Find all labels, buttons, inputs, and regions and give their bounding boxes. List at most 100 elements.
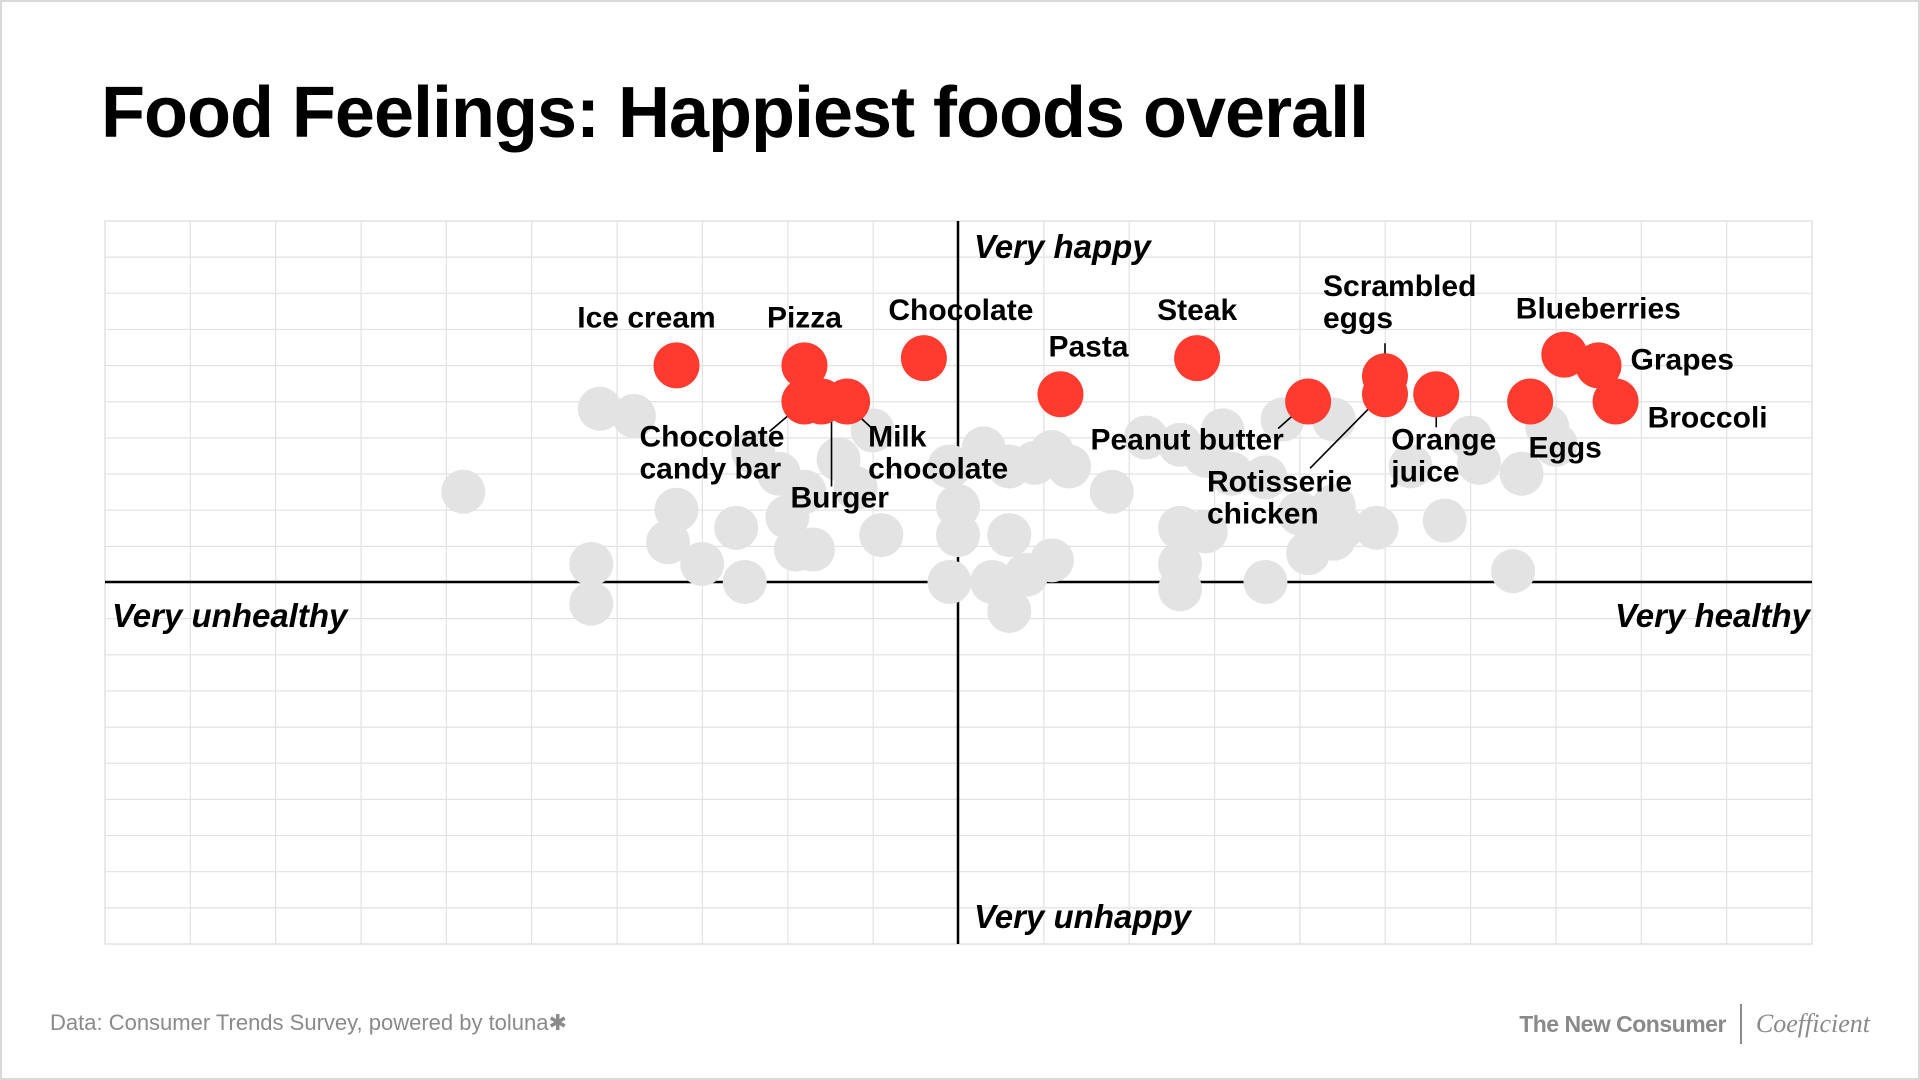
label-steak: Steak	[1157, 294, 1237, 327]
point-rotisserie-chicken	[1362, 371, 1408, 418]
label-broccoli: Broccoli	[1648, 402, 1768, 435]
background-point	[1158, 567, 1203, 612]
background-point	[1354, 505, 1399, 550]
label-scrambled-eggs: Scrambled eggs	[1323, 270, 1476, 335]
background-point	[1422, 498, 1467, 543]
label-line: Ice cream	[577, 301, 715, 334]
y-axis-label-bottom: Very unhappy	[974, 898, 1193, 935]
toluna-mark-icon: ✱	[548, 1010, 567, 1035]
background-point	[1089, 469, 1134, 514]
background-point	[1029, 430, 1074, 475]
background-point	[441, 469, 486, 514]
point-milk-chocolate	[824, 378, 871, 425]
label-line: Scrambled	[1323, 270, 1476, 303]
footer-source: Data: Consumer Trends Survey, powered by…	[50, 1010, 567, 1036]
point-pizza	[781, 342, 828, 389]
background-point	[790, 527, 835, 572]
background-point	[714, 505, 759, 550]
background-point	[1277, 491, 1322, 536]
footer-brands: The New Consumer Coefficient	[1519, 1004, 1870, 1044]
page-title: Food Feelings: Happiest foods overall	[101, 73, 1369, 153]
label-eggs: Eggs	[1529, 432, 1602, 465]
background-point	[1311, 516, 1356, 561]
background-point	[1243, 455, 1288, 500]
label-line: candy bar	[639, 453, 781, 486]
point-peanut-butter	[1285, 378, 1332, 425]
label-line: Orange	[1391, 423, 1496, 456]
label-chocolate-candy-bar: Chocolate candy bar	[639, 421, 784, 486]
point-grapes	[1575, 342, 1622, 389]
point-orange-juice	[1413, 371, 1460, 418]
brand-new-consumer: The New Consumer	[1519, 1010, 1726, 1037]
label-blueberries: Blueberries	[1516, 293, 1681, 326]
background-point	[927, 444, 972, 489]
point-ice-cream	[653, 342, 700, 389]
label-orange-juice: Orange juice	[1390, 423, 1496, 488]
background-point	[1499, 451, 1544, 496]
background-point	[654, 487, 699, 532]
label-line: Peanut butter	[1090, 424, 1284, 457]
point-eggs	[1507, 378, 1554, 425]
label-line: Rotisserie	[1207, 465, 1352, 498]
x-axis-label-left: Very unhealthy	[112, 597, 349, 634]
label-grapes: Grapes	[1631, 343, 1734, 376]
brand-divider	[1739, 1004, 1742, 1044]
background-point	[987, 513, 1032, 558]
background-point	[1209, 451, 1254, 496]
background-point	[782, 469, 827, 514]
background-point	[1388, 444, 1433, 489]
background-point	[1123, 415, 1168, 460]
label-line: Broccoli	[1648, 402, 1768, 435]
label-line: Milk	[868, 421, 927, 454]
point-broccoli	[1592, 378, 1639, 425]
background-point	[680, 541, 725, 586]
background-point	[987, 588, 1032, 633]
background-point	[1491, 549, 1536, 594]
background-point	[1456, 440, 1501, 485]
background-point	[927, 560, 972, 604]
label-pizza: Pizza	[767, 301, 842, 334]
label-line: Chocolate	[639, 421, 784, 454]
y-axis-label-top: Very happy	[974, 228, 1152, 265]
label-line: Chocolate	[888, 294, 1033, 327]
label-line: Pizza	[767, 301, 842, 334]
label-rotisserie-chicken: Rotisserie chicken	[1207, 465, 1352, 530]
leader-rotisserie-chicken	[1309, 406, 1371, 469]
background-point	[569, 581, 614, 626]
background-point	[936, 513, 980, 558]
background-point	[722, 560, 767, 604]
background-point	[577, 386, 622, 431]
label-line: juice	[1390, 455, 1459, 488]
label-burger: Burger	[791, 482, 890, 515]
point-pasta	[1037, 371, 1084, 418]
background-point	[569, 541, 614, 586]
background-point	[1004, 552, 1049, 597]
label-line: eggs	[1323, 302, 1393, 335]
background-point	[1183, 509, 1228, 554]
point-chocolate	[900, 335, 947, 382]
label-line: chocolate	[868, 453, 1008, 486]
point-steak	[1174, 335, 1221, 382]
footer-source-text: Data: Consumer Trends Survey, powered by…	[50, 1010, 549, 1035]
label-chocolate: Chocolate	[888, 294, 1033, 327]
background-point	[611, 393, 656, 438]
background-points	[441, 386, 1578, 633]
label-line: chicken	[1207, 497, 1319, 530]
label-pasta: Pasta	[1048, 330, 1128, 363]
brand-coefficient: Coefficient	[1755, 1009, 1870, 1038]
label-line: Burger	[791, 482, 890, 515]
highlighted-points	[653, 331, 1639, 425]
background-point	[833, 466, 878, 511]
axis-labels: Very happy Very unhappy Very unhealthy Very…	[112, 228, 1812, 935]
background-point	[1533, 422, 1578, 467]
label-milk-chocolate: Milk chocolate	[868, 421, 1008, 486]
x-axis-label-right: Very healthy	[1615, 597, 1812, 634]
label-line: Pasta	[1048, 330, 1128, 363]
label-line: Grapes	[1631, 343, 1734, 376]
leader-chocolate-candy-bar	[768, 413, 790, 433]
label-line: Eggs	[1529, 432, 1602, 465]
background-point	[859, 513, 904, 558]
